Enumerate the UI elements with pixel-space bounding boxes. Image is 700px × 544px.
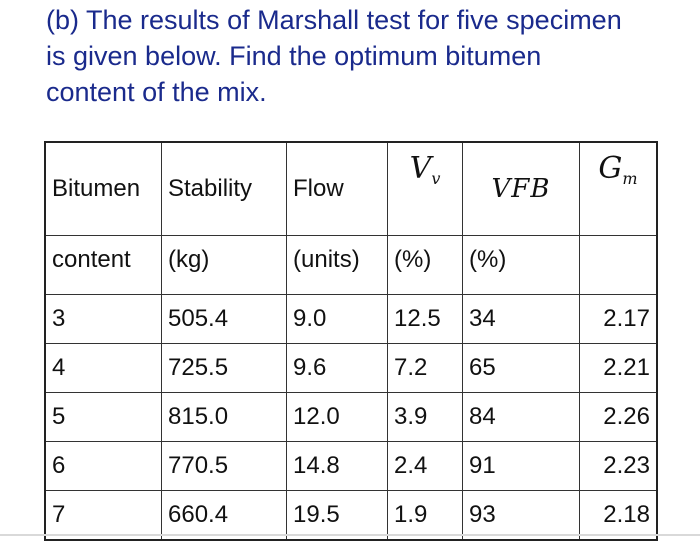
header-stability: Stability: [161, 141, 287, 236]
table-header-row: Bitumen Stability Flow Vv VFB Gm: [44, 141, 658, 236]
cell-stability: 770.5: [161, 441, 287, 491]
marshall-test-table: Bitumen Stability Flow Vv VFB Gm content…: [44, 141, 658, 541]
units-gm: [579, 235, 658, 295]
cell-gm: 2.17: [579, 294, 658, 344]
cell-flow: 14.8: [286, 441, 388, 491]
cell-stability: 660.4: [161, 490, 287, 541]
bottom-divider: [0, 534, 700, 536]
cell-voids: 12.5: [387, 294, 463, 344]
header-gm-symbol: G: [598, 151, 623, 186]
cell-voids: 2.4: [387, 441, 463, 491]
cell-content: 4: [44, 343, 162, 393]
header-vfb: VFB: [462, 141, 580, 236]
cell-voids: 1.9: [387, 490, 463, 541]
table-row: 6 770.5 14.8 2.4 91 2.23: [44, 441, 658, 491]
cell-stability: 505.4: [161, 294, 287, 344]
question-line-2: is given below. Find the optimum bitumen: [46, 41, 542, 71]
cell-flow: 9.0: [286, 294, 388, 344]
cell-flow: 9.6: [286, 343, 388, 393]
units-voids: (%): [387, 235, 463, 295]
cell-content: 6: [44, 441, 162, 491]
cell-voids: 7.2: [387, 343, 463, 393]
cell-vfb: 84: [462, 392, 580, 442]
units-flow: (units): [286, 235, 388, 295]
cell-gm: 2.21: [579, 343, 658, 393]
cell-vfb: 91: [462, 441, 580, 491]
cell-vfb: 34: [462, 294, 580, 344]
table-row: 4 725.5 9.6 7.2 65 2.21: [44, 343, 658, 393]
header-voids: Vv: [387, 141, 463, 236]
table-row: 3 505.4 9.0 12.5 34 2.17: [44, 294, 658, 344]
header-bitumen: Bitumen: [44, 141, 162, 236]
units-vfb: (%): [462, 235, 580, 295]
table-units-row: content (kg) (units) (%) (%): [44, 235, 658, 295]
header-voids-symbol: V: [409, 151, 432, 186]
cell-stability: 815.0: [161, 392, 287, 442]
question-line-3: content of the mix.: [46, 77, 267, 107]
cell-vfb: 93: [462, 490, 580, 541]
header-voids-subscript: v: [431, 169, 441, 188]
cell-gm: 2.18: [579, 490, 658, 541]
cell-gm: 2.26: [579, 392, 658, 442]
header-gm: Gm: [579, 141, 658, 236]
cell-gm: 2.23: [579, 441, 658, 491]
table-row: 5 815.0 12.0 3.9 84 2.26: [44, 392, 658, 442]
question-text: (b) The results of Marshall test for fiv…: [46, 2, 666, 110]
table-row: 7 660.4 19.5 1.9 93 2.18: [44, 490, 658, 541]
cell-flow: 19.5: [286, 490, 388, 541]
units-bitumen: content: [44, 235, 162, 295]
cell-flow: 12.0: [286, 392, 388, 442]
header-flow: Flow: [286, 141, 388, 236]
cell-content: 7: [44, 490, 162, 541]
units-stability: (kg): [161, 235, 287, 295]
marshall-test-table-container: Bitumen Stability Flow Vv VFB Gm content…: [44, 141, 658, 541]
cell-vfb: 65: [462, 343, 580, 393]
question-line-1: (b) The results of Marshall test for fiv…: [46, 5, 622, 35]
header-gm-subscript: m: [622, 169, 638, 188]
header-vfb-symbol: VFB: [491, 174, 551, 204]
cell-voids: 3.9: [387, 392, 463, 442]
cell-content: 5: [44, 392, 162, 442]
cell-content: 3: [44, 294, 162, 344]
cell-stability: 725.5: [161, 343, 287, 393]
